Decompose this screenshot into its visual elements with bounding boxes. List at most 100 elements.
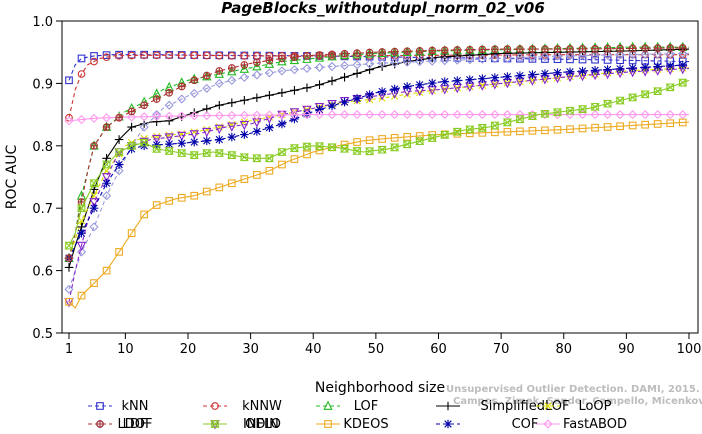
data-point [403,133,412,141]
data-point [315,51,324,59]
data-point [289,110,300,120]
data-point [215,51,224,60]
data-point [653,49,663,59]
data-point [328,50,336,59]
data-point [152,95,161,103]
legend-item-simplifiedlof: SimplifiedLOF [436,399,569,414]
data-point [640,49,650,59]
data-point [277,88,287,98]
data-point [189,151,199,160]
data-point [239,120,250,131]
data-point [415,47,424,55]
data-point [577,110,588,120]
data-point [327,51,337,61]
data-point [452,76,462,85]
legend-item-cof: COF [436,417,538,432]
data-point [603,50,613,60]
data-point [616,122,624,131]
data-point [89,198,99,208]
data-point [102,53,111,62]
data-point [264,154,275,163]
data-point [478,74,487,83]
data-point [502,53,512,63]
data-point [415,110,425,120]
data-point [115,51,123,60]
data-point [252,70,262,80]
data-point [264,68,274,78]
legend-item-kdeos: KDEOS [316,417,389,432]
data-point [443,401,453,411]
data-point [678,78,688,87]
data-point [478,81,487,89]
data-point [339,97,350,107]
data-point [89,222,99,232]
data-point [641,44,650,53]
data-point [490,110,500,120]
data-point [211,402,219,410]
data-point [177,149,187,157]
data-point [239,63,250,73]
data-point [365,110,375,120]
data-point [327,101,337,111]
data-point [353,49,361,57]
data-point [590,65,600,75]
data-point [127,229,136,238]
data-point [390,133,399,142]
data-point [390,47,399,56]
data-point [377,87,387,96]
data-point [177,138,187,148]
data-point [402,110,412,120]
data-point [528,126,537,135]
data-point [527,52,538,62]
data-point [102,51,111,59]
data-point [665,83,675,92]
data-point [240,95,249,105]
data-point [202,136,212,146]
data-point [189,88,199,98]
series-cof [64,60,690,263]
data-point [315,80,324,89]
data-point [527,112,538,121]
data-point [602,99,613,108]
data-point [540,52,550,62]
data-point [640,110,650,120]
chart-title: PageBlocks_withoutdupl_norm_02_v06 [221,0,545,17]
data-point [239,110,249,120]
x-tick-label: 30 [242,342,259,357]
data-point [666,44,675,52]
data-point [114,135,124,144]
data-point [76,241,87,252]
data-point [89,179,99,188]
data-point [323,400,333,410]
data-point [240,130,249,139]
data-point [227,51,236,60]
data-point [577,50,588,61]
data-point [578,124,587,133]
data-point [516,127,524,136]
data-point [89,113,99,123]
y-tick-label: 0.7 [32,202,53,217]
data-point [603,110,613,120]
data-point [516,45,524,53]
data-point [528,70,537,79]
data-point [477,110,487,120]
data-point [353,138,361,146]
data-point [327,143,337,152]
x-axis-label: Neighborhood size [315,380,445,396]
data-point [76,247,87,257]
series-inflo [64,78,690,250]
data-point [253,171,261,179]
data-point [578,45,587,53]
data-point [290,85,299,95]
data-point [616,44,624,53]
x-tick-label: 10 [117,342,134,357]
data-point [302,110,312,120]
data-point [653,87,663,96]
legend-item-ldf: LDF [88,417,147,432]
data-point [278,54,286,63]
x-tick-label: 1 [65,342,73,357]
data-point [277,66,287,76]
data-point [277,119,287,129]
data-point [591,45,599,53]
